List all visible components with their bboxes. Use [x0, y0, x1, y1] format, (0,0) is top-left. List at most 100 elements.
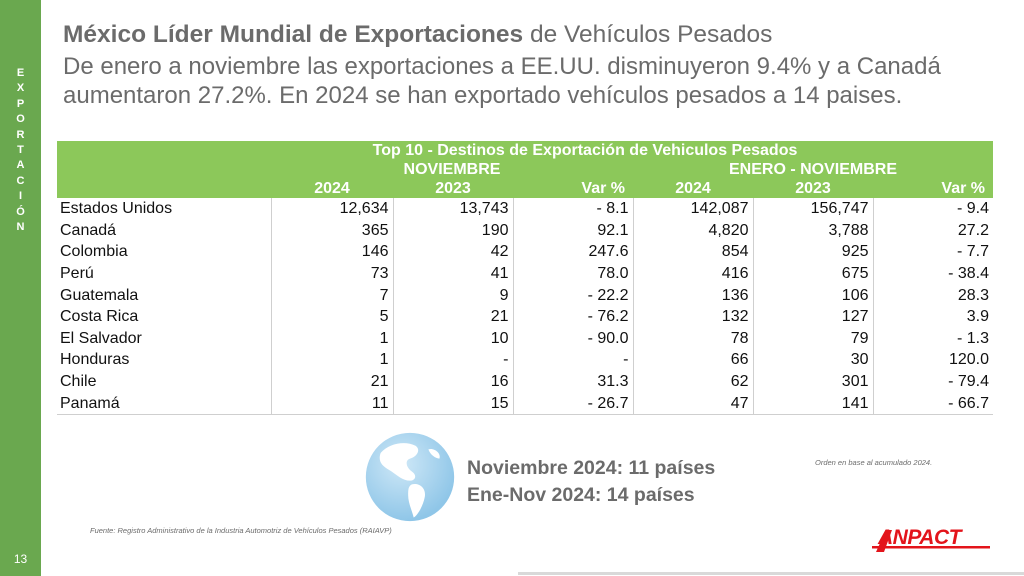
cell-nov-var: 31.3 [512, 370, 634, 393]
cell-nov-2023: - [392, 349, 514, 371]
cell-nov-var: - [512, 349, 634, 371]
section-label-letter: P [16, 97, 25, 110]
group-header-month: NOVIEMBRE [271, 160, 633, 179]
section-label-letter: R [16, 128, 25, 141]
order-note: Orden en base al acumulado 2024. [815, 458, 933, 467]
cell-nov-2024: 21 [270, 370, 394, 393]
cell-nov-var: 247.6 [512, 241, 634, 263]
table-corner [57, 160, 271, 179]
cell-nov-2023: 9 [392, 284, 514, 306]
cell-ytd-2023: 301 [752, 370, 874, 393]
cell-nov-var: 78.0 [512, 262, 634, 285]
table-row: Estados Unidos 12,634 13,743- 8.1 142,087 15… [57, 198, 994, 220]
table-row: Guatemala 7 9- 22.2 136 106 28.3 [57, 284, 994, 306]
cell-country: Estados Unidos [57, 198, 272, 220]
table-row: Perú 73 41 78.0 416 675- 38.4 [57, 262, 994, 285]
page-title-bold: México Líder Mundial de Exportaciones [63, 21, 524, 48]
table-row: Panamá 11 15- 26.7 47 141- 66.7 [57, 392, 994, 415]
section-label-letter: I [18, 190, 23, 203]
cell-nov-2023: 16 [392, 370, 514, 393]
col-header-ytd-var: Var % [873, 179, 994, 198]
page-title-rest: de Vehículos Pesados [523, 21, 773, 48]
cell-country: Chile [57, 370, 272, 393]
table-row: Canadá 365 190 92.1 4,820 3,788 27.2 [57, 219, 994, 242]
cell-nov-2023: 10 [392, 327, 514, 350]
cell-nov-2023: 42 [392, 241, 514, 263]
cell-nov-var: - 76.2 [512, 305, 634, 328]
section-label-letter: Ó [16, 205, 25, 218]
cell-ytd-var: 27.2 [872, 219, 994, 242]
cell-ytd-2024: 66 [632, 349, 754, 371]
globe-americas-icon [365, 432, 455, 522]
cell-nov-2024: 1 [270, 327, 394, 350]
cell-nov-var: - 26.7 [512, 392, 634, 415]
cell-country: Perú [57, 262, 272, 285]
section-label: E X P O R T A C I Ó N [0, 66, 41, 235]
cell-ytd-2023: 30 [752, 349, 874, 371]
cell-ytd-2023: 925 [752, 241, 874, 263]
cell-ytd-2024: 62 [632, 370, 754, 393]
cell-nov-var: - 8.1 [512, 198, 634, 220]
cell-ytd-2023: 106 [752, 284, 874, 306]
table-group-row: NOVIEMBRE ENERO - NOVIEMBRE [57, 160, 994, 179]
cell-ytd-2024: 142,087 [632, 198, 754, 220]
section-label-letter: E [16, 67, 25, 79]
cell-nov-var: - 90.0 [512, 327, 634, 350]
table-corner [57, 179, 271, 198]
cell-nov-2024: 73 [270, 262, 394, 285]
section-label-letter: C [16, 174, 25, 187]
cell-nov-2023: 190 [392, 219, 514, 242]
cell-nov-2023: 15 [392, 392, 514, 415]
cell-ytd-2024: 416 [632, 262, 754, 285]
cell-nov-2024: 1 [270, 349, 394, 371]
cell-country: Guatemala [57, 284, 272, 306]
cell-ytd-2023: 127 [752, 305, 874, 328]
cell-nov-2024: 146 [270, 241, 394, 263]
cell-nov-2023: 13,743 [392, 198, 514, 220]
cell-nov-2024: 12,634 [270, 198, 394, 220]
section-label-letter: T [17, 144, 24, 157]
cell-country: Costa Rica [57, 305, 272, 328]
group-header-ytd: ENERO - NOVIEMBRE [633, 160, 994, 179]
source-note: Fuente: Registro Administrativo de la In… [90, 526, 392, 535]
cell-ytd-var: 28.3 [872, 284, 994, 306]
cell-ytd-2024: 47 [632, 392, 754, 415]
cell-ytd-var: - 1.3 [872, 327, 994, 350]
cell-ytd-2023: 3,788 [752, 219, 874, 242]
sidebar: E X P O R T A C I Ó N 13 [0, 0, 41, 576]
table-column-row: 2024 2023 Var % 2024 2023 Var % [57, 179, 994, 198]
cell-country: El Salvador [57, 327, 272, 350]
cell-ytd-2023: 79 [752, 327, 874, 350]
cell-country: Panamá [57, 392, 272, 415]
cell-nov-2024: 7 [270, 284, 394, 306]
anpact-logo: ANPACT [872, 526, 994, 554]
cell-ytd-var: 120.0 [872, 349, 994, 371]
col-header-ytd-2024: 2024 [633, 179, 753, 198]
section-label-letter: A [16, 159, 25, 172]
cell-ytd-var: - 7.7 [872, 241, 994, 263]
cell-country: Canadá [57, 219, 272, 242]
cell-ytd-var: - 9.4 [872, 198, 994, 220]
table-row: Honduras 1- -66 30 120.0 [57, 349, 994, 371]
col-header-nov-2024: 2024 [271, 179, 393, 198]
summary-november: Noviembre 2024: 11 países [467, 457, 716, 479]
cell-ytd-2024: 132 [632, 305, 754, 328]
cell-ytd-var: - 66.7 [872, 392, 994, 415]
cell-ytd-2023: 675 [752, 262, 874, 285]
cell-nov-2024: 11 [270, 392, 394, 415]
table-row: Colombia 146 42 247.6 854 925- 7.7 [57, 241, 994, 263]
table-title: Top 10 - Destinos de Exportación de Vehi… [57, 141, 994, 160]
cell-ytd-var: - 79.4 [872, 370, 994, 393]
page-title: México Líder Mundial de Exportaciones de… [63, 20, 1013, 50]
cell-ytd-2024: 4,820 [632, 219, 754, 242]
cell-nov-2023: 21 [392, 305, 514, 328]
cell-nov-2024: 365 [270, 219, 394, 242]
cell-nov-var: - 22.2 [512, 284, 634, 306]
cell-ytd-2023: 156,747 [752, 198, 874, 220]
cell-country: Honduras [57, 349, 272, 371]
footer-divider [518, 572, 1024, 575]
summary: Noviembre 2024: 11 países Ene-Nov 2024: … [467, 455, 715, 509]
table-body: Estados Unidos 12,634 13,743- 8.1 142,087 15… [57, 198, 994, 415]
section-label-letter: O [16, 113, 25, 126]
cell-nov-var: 92.1 [512, 219, 634, 242]
